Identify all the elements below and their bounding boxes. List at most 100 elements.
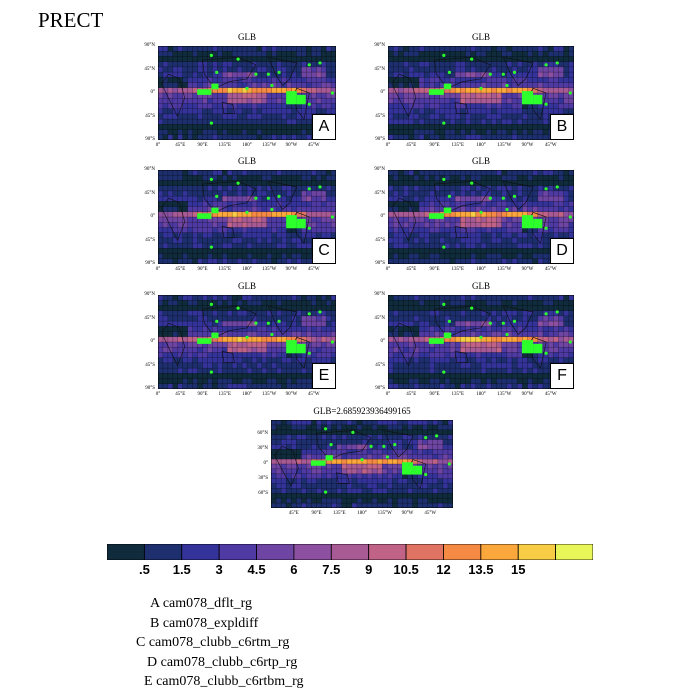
map-cell	[447, 478, 453, 485]
map-cell	[182, 113, 189, 120]
map-cell	[222, 331, 228, 338]
map-cell	[158, 227, 164, 234]
map-cell	[470, 310, 477, 317]
map-cell	[512, 331, 518, 338]
map-cell	[247, 326, 253, 333]
map-cell	[568, 201, 574, 208]
map-cell	[158, 253, 164, 260]
map-cell	[346, 449, 353, 455]
map-cell	[247, 87, 253, 94]
map-cell	[392, 473, 398, 480]
map-cell	[261, 103, 268, 110]
map-cell	[212, 373, 218, 380]
map-cell	[424, 98, 430, 104]
map-cell	[311, 352, 317, 359]
map-cell	[460, 373, 466, 380]
map-cell	[222, 82, 228, 89]
map-cell	[491, 108, 497, 115]
map-cell	[172, 305, 179, 312]
map-cell	[197, 190, 203, 197]
map-cell	[427, 468, 434, 475]
map-cell	[434, 66, 441, 73]
map-cell	[242, 124, 248, 131]
map-cell	[261, 72, 268, 78]
map-cell	[393, 211, 399, 218]
map-cell	[162, 190, 169, 197]
map-cell	[455, 253, 461, 260]
panel-title: GLB	[472, 32, 490, 42]
map-cell	[563, 222, 570, 228]
map-cell	[202, 201, 208, 208]
map-cell	[266, 51, 273, 57]
map-cell	[321, 222, 327, 228]
map-cell	[429, 347, 435, 353]
map-cell	[247, 222, 253, 228]
map-cell	[553, 56, 559, 63]
map-cell	[568, 331, 574, 338]
map-cell	[286, 434, 292, 441]
map-cell	[162, 119, 169, 125]
map-cell	[427, 464, 434, 470]
map-cell	[402, 483, 408, 489]
map-cell	[177, 129, 184, 136]
map-cell	[212, 232, 218, 239]
map-cell	[437, 459, 444, 465]
map-cell	[532, 77, 539, 84]
map-cell	[321, 352, 327, 359]
map-cell	[326, 315, 332, 322]
map-cell	[407, 420, 414, 426]
map-cell	[558, 211, 565, 218]
map-cell	[432, 439, 439, 445]
map-cell	[281, 222, 288, 228]
map-cell	[331, 87, 336, 94]
map-cell	[158, 124, 164, 131]
map-cell	[247, 357, 253, 364]
map-cell	[306, 342, 312, 348]
map-cell	[444, 196, 451, 202]
map-cell	[192, 347, 199, 353]
map-cell	[553, 321, 559, 327]
map-cell	[192, 206, 199, 213]
map-cell	[424, 82, 430, 89]
map-cell	[501, 352, 508, 359]
map-cell	[276, 488, 282, 494]
map-cell	[481, 51, 487, 57]
map-cell	[276, 237, 283, 244]
map-cell	[158, 98, 164, 104]
map-cell	[222, 336, 228, 343]
map-cell	[558, 232, 565, 239]
map-cell	[167, 113, 174, 120]
station-marker	[479, 86, 483, 90]
map-cell	[227, 222, 233, 228]
map-cell	[403, 362, 410, 369]
map-cell	[527, 357, 534, 364]
map-cell	[192, 61, 199, 68]
map-cell	[227, 46, 233, 52]
map-cell	[517, 82, 523, 89]
x-tick-label: 180°	[476, 267, 486, 272]
map-cell	[222, 51, 228, 57]
x-tick-label: 45°E	[175, 267, 186, 272]
map-cell	[261, 305, 268, 312]
map-cell	[306, 206, 312, 213]
map-cell	[506, 56, 513, 63]
map-cell	[543, 321, 549, 327]
map-cell	[296, 444, 302, 450]
map-cell	[207, 134, 213, 140]
map-cell	[237, 108, 243, 115]
map-cell	[388, 87, 394, 94]
map-cell	[512, 61, 518, 68]
map-cell	[424, 305, 430, 312]
map-cell	[331, 347, 336, 353]
map-cell	[417, 444, 424, 450]
map-cell	[251, 357, 258, 364]
map-cell	[387, 488, 393, 494]
map-cell	[422, 464, 429, 470]
map-cell	[182, 124, 189, 131]
map-cell	[512, 232, 518, 239]
map-cell	[212, 217, 218, 223]
map-cell	[447, 434, 453, 441]
map-cell	[527, 295, 534, 301]
map-cell	[172, 190, 179, 197]
map-cell	[362, 420, 368, 426]
